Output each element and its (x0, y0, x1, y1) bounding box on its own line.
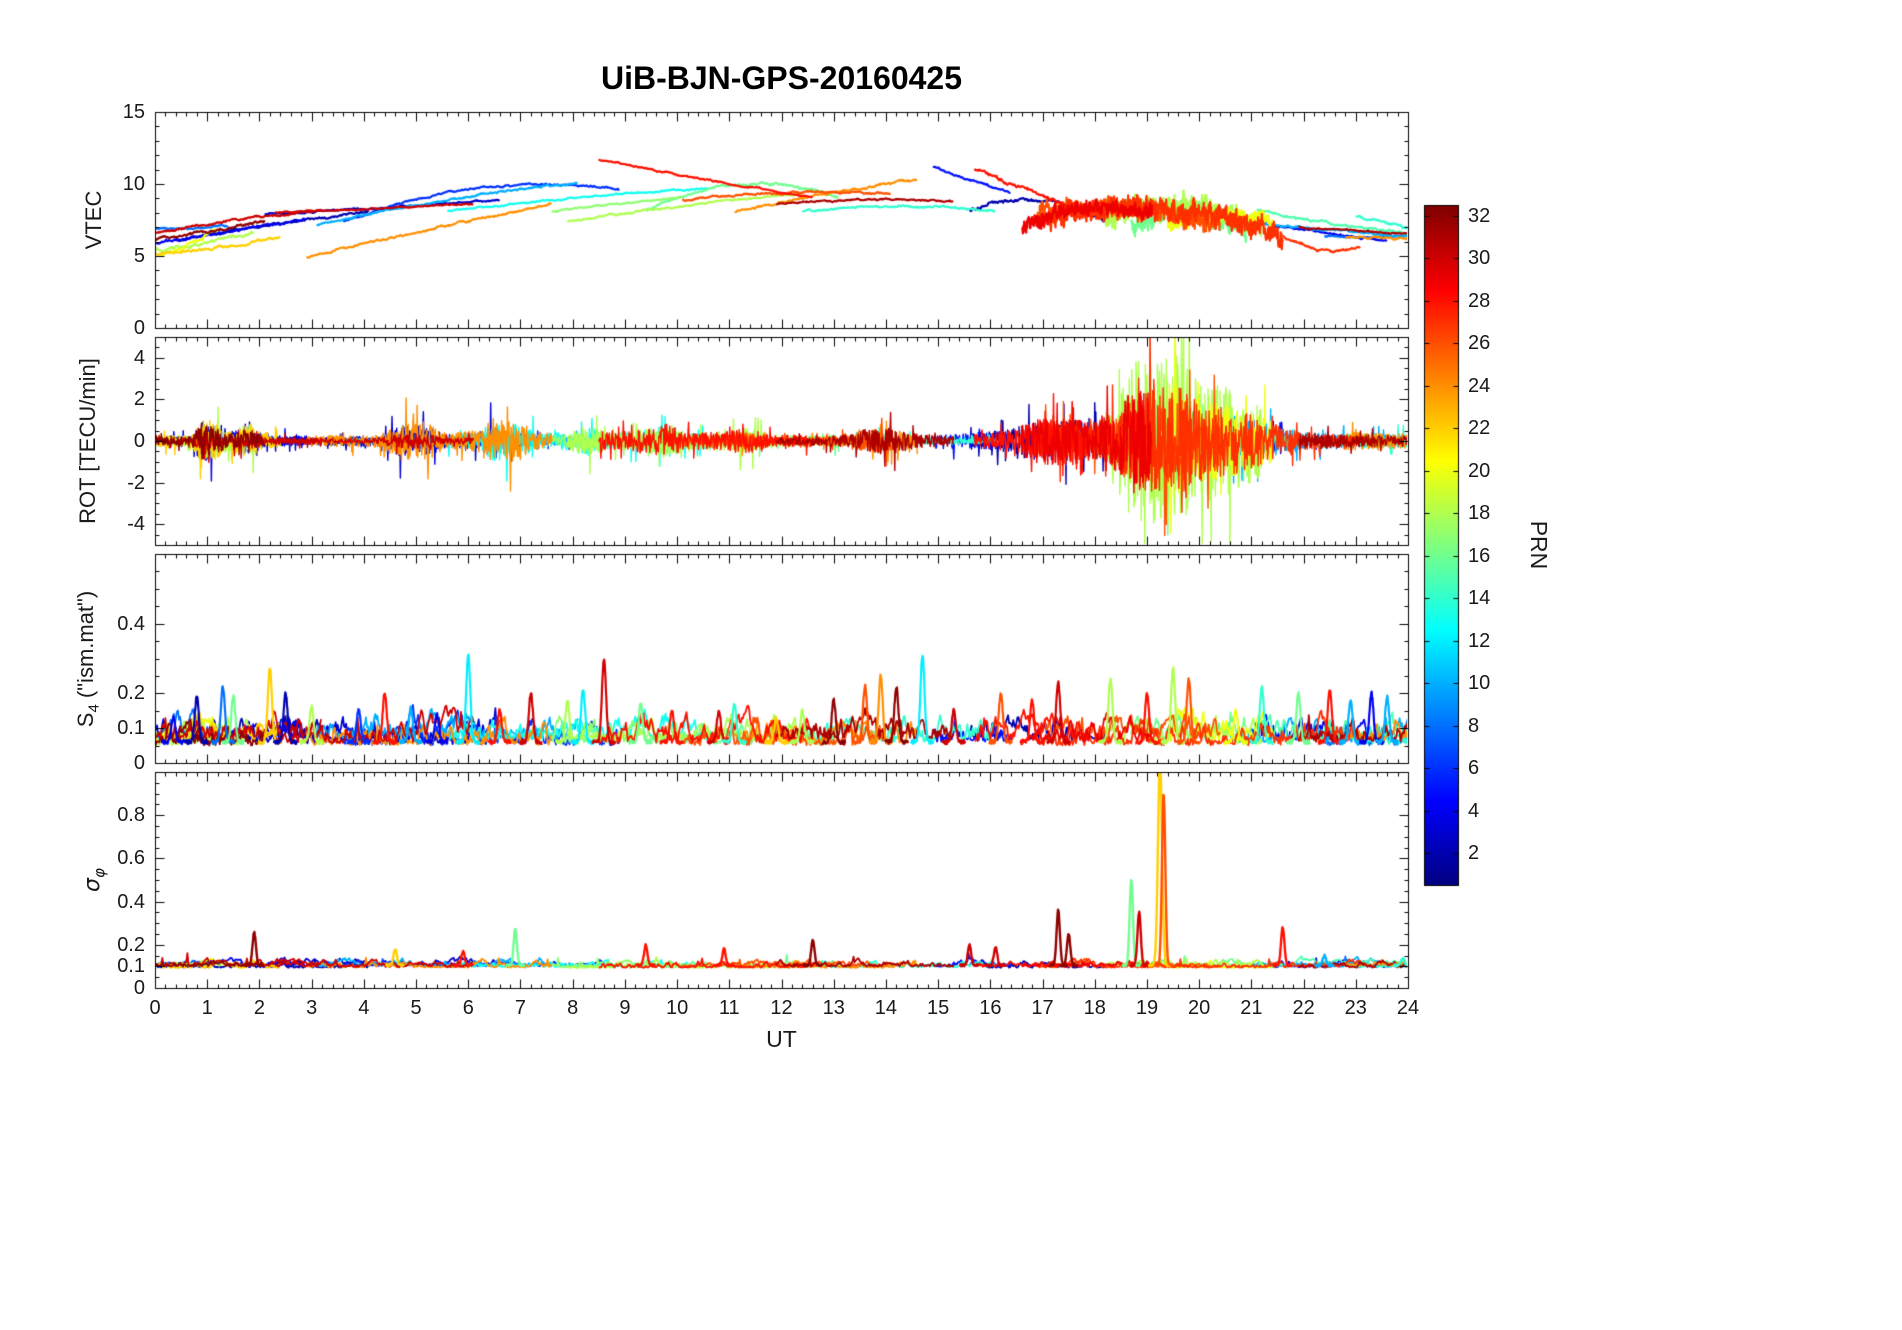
x-tick-label: 14 (874, 997, 898, 1019)
y-tick-label: 0.4 (117, 890, 145, 913)
x-tick-label: 10 (665, 997, 689, 1019)
x-tick-label: 19 (1135, 997, 1159, 1019)
y-tick-label: 10 (122, 173, 145, 195)
x-tick-label: 15 (927, 997, 950, 1019)
colorbar-tick-label: 14 (1468, 587, 1491, 610)
y-tick-label: 15 (122, 101, 145, 123)
colorbar-tick-label: 26 (1468, 332, 1491, 355)
x-tick-label: 20 (1188, 997, 1211, 1019)
x-tick-label: 18 (1083, 997, 1106, 1019)
y-tick-label: 0.6 (117, 847, 145, 870)
colorbar-tick-label: 24 (1468, 374, 1491, 397)
x-tick-label: 13 (822, 997, 845, 1019)
x-tick-label: 4 (358, 997, 370, 1019)
colorbar-tick-label: 4 (1468, 799, 1480, 822)
y-tick-label: -2 (127, 471, 145, 494)
x-tick-label: 7 (514, 997, 527, 1019)
colorbar-tick-label: 22 (1468, 417, 1491, 440)
x-tick-label: 21 (1240, 997, 1263, 1019)
x-tick-label: 17 (1031, 997, 1054, 1019)
y-tick-label: 0 (133, 752, 145, 774)
colorbar-tick-label: 2 (1468, 842, 1480, 865)
y-tick-label: 0.2 (117, 682, 145, 705)
y-tick-label: 0.1 (117, 955, 145, 978)
colorbar-tick-label: 10 (1468, 672, 1491, 695)
y-tick-label: 0.2 (117, 933, 145, 956)
x-tick-label: 2 (253, 997, 265, 1019)
y-tick-label: 0 (133, 317, 145, 339)
x-tick-label: 23 (1344, 997, 1367, 1019)
y-tick-label: 0.8 (117, 804, 145, 827)
colorbar-tick-label: 32 (1468, 204, 1491, 227)
y-tick-label: 5 (133, 245, 145, 267)
x-tick-label: 3 (306, 997, 318, 1019)
y-tick-label: 0.1 (117, 717, 145, 740)
x-tick-label: 6 (462, 997, 474, 1019)
x-tick-label: 24 (1396, 997, 1420, 1019)
colorbar-tick-label: 28 (1468, 289, 1491, 312)
x-tick-label: 11 (718, 997, 740, 1019)
chart-title: UiB-BJN-GPS-20160425 (600, 60, 963, 96)
y-tick-label: 0 (133, 977, 145, 999)
x-tick-label: 16 (979, 997, 1002, 1019)
x-tick-label: 8 (567, 997, 579, 1019)
colorbar-tick-label: 8 (1468, 714, 1480, 737)
y-tick-label: 4 (133, 346, 145, 369)
colorbar-tick-label: 20 (1468, 459, 1491, 482)
x-tick-label: 0 (149, 997, 161, 1019)
x-tick-label: 22 (1292, 997, 1315, 1019)
colorbar-tick-label: 18 (1468, 502, 1491, 525)
colorbar-tick-label: 6 (1468, 757, 1480, 780)
colorbar-tick-label: 30 (1468, 247, 1491, 270)
x-axis-label: UT (766, 1026, 797, 1052)
colorbar-tick-label: 16 (1468, 544, 1491, 567)
x-tick-label: 1 (201, 997, 213, 1019)
x-tick-label: 5 (410, 997, 422, 1019)
y-tick-label: -4 (127, 513, 145, 536)
colorbar-tick-label: 12 (1468, 629, 1491, 652)
sigma-phi-y-axis-label: σφ (79, 580, 109, 1180)
x-tick-label: 9 (619, 997, 631, 1019)
y-tick-label: 2 (133, 388, 145, 411)
x-tick-label: 12 (770, 997, 793, 1019)
y-tick-label: 0 (133, 430, 145, 452)
y-tick-label: 0.4 (117, 612, 145, 635)
colorbar-label: PRN (1526, 520, 1552, 570)
